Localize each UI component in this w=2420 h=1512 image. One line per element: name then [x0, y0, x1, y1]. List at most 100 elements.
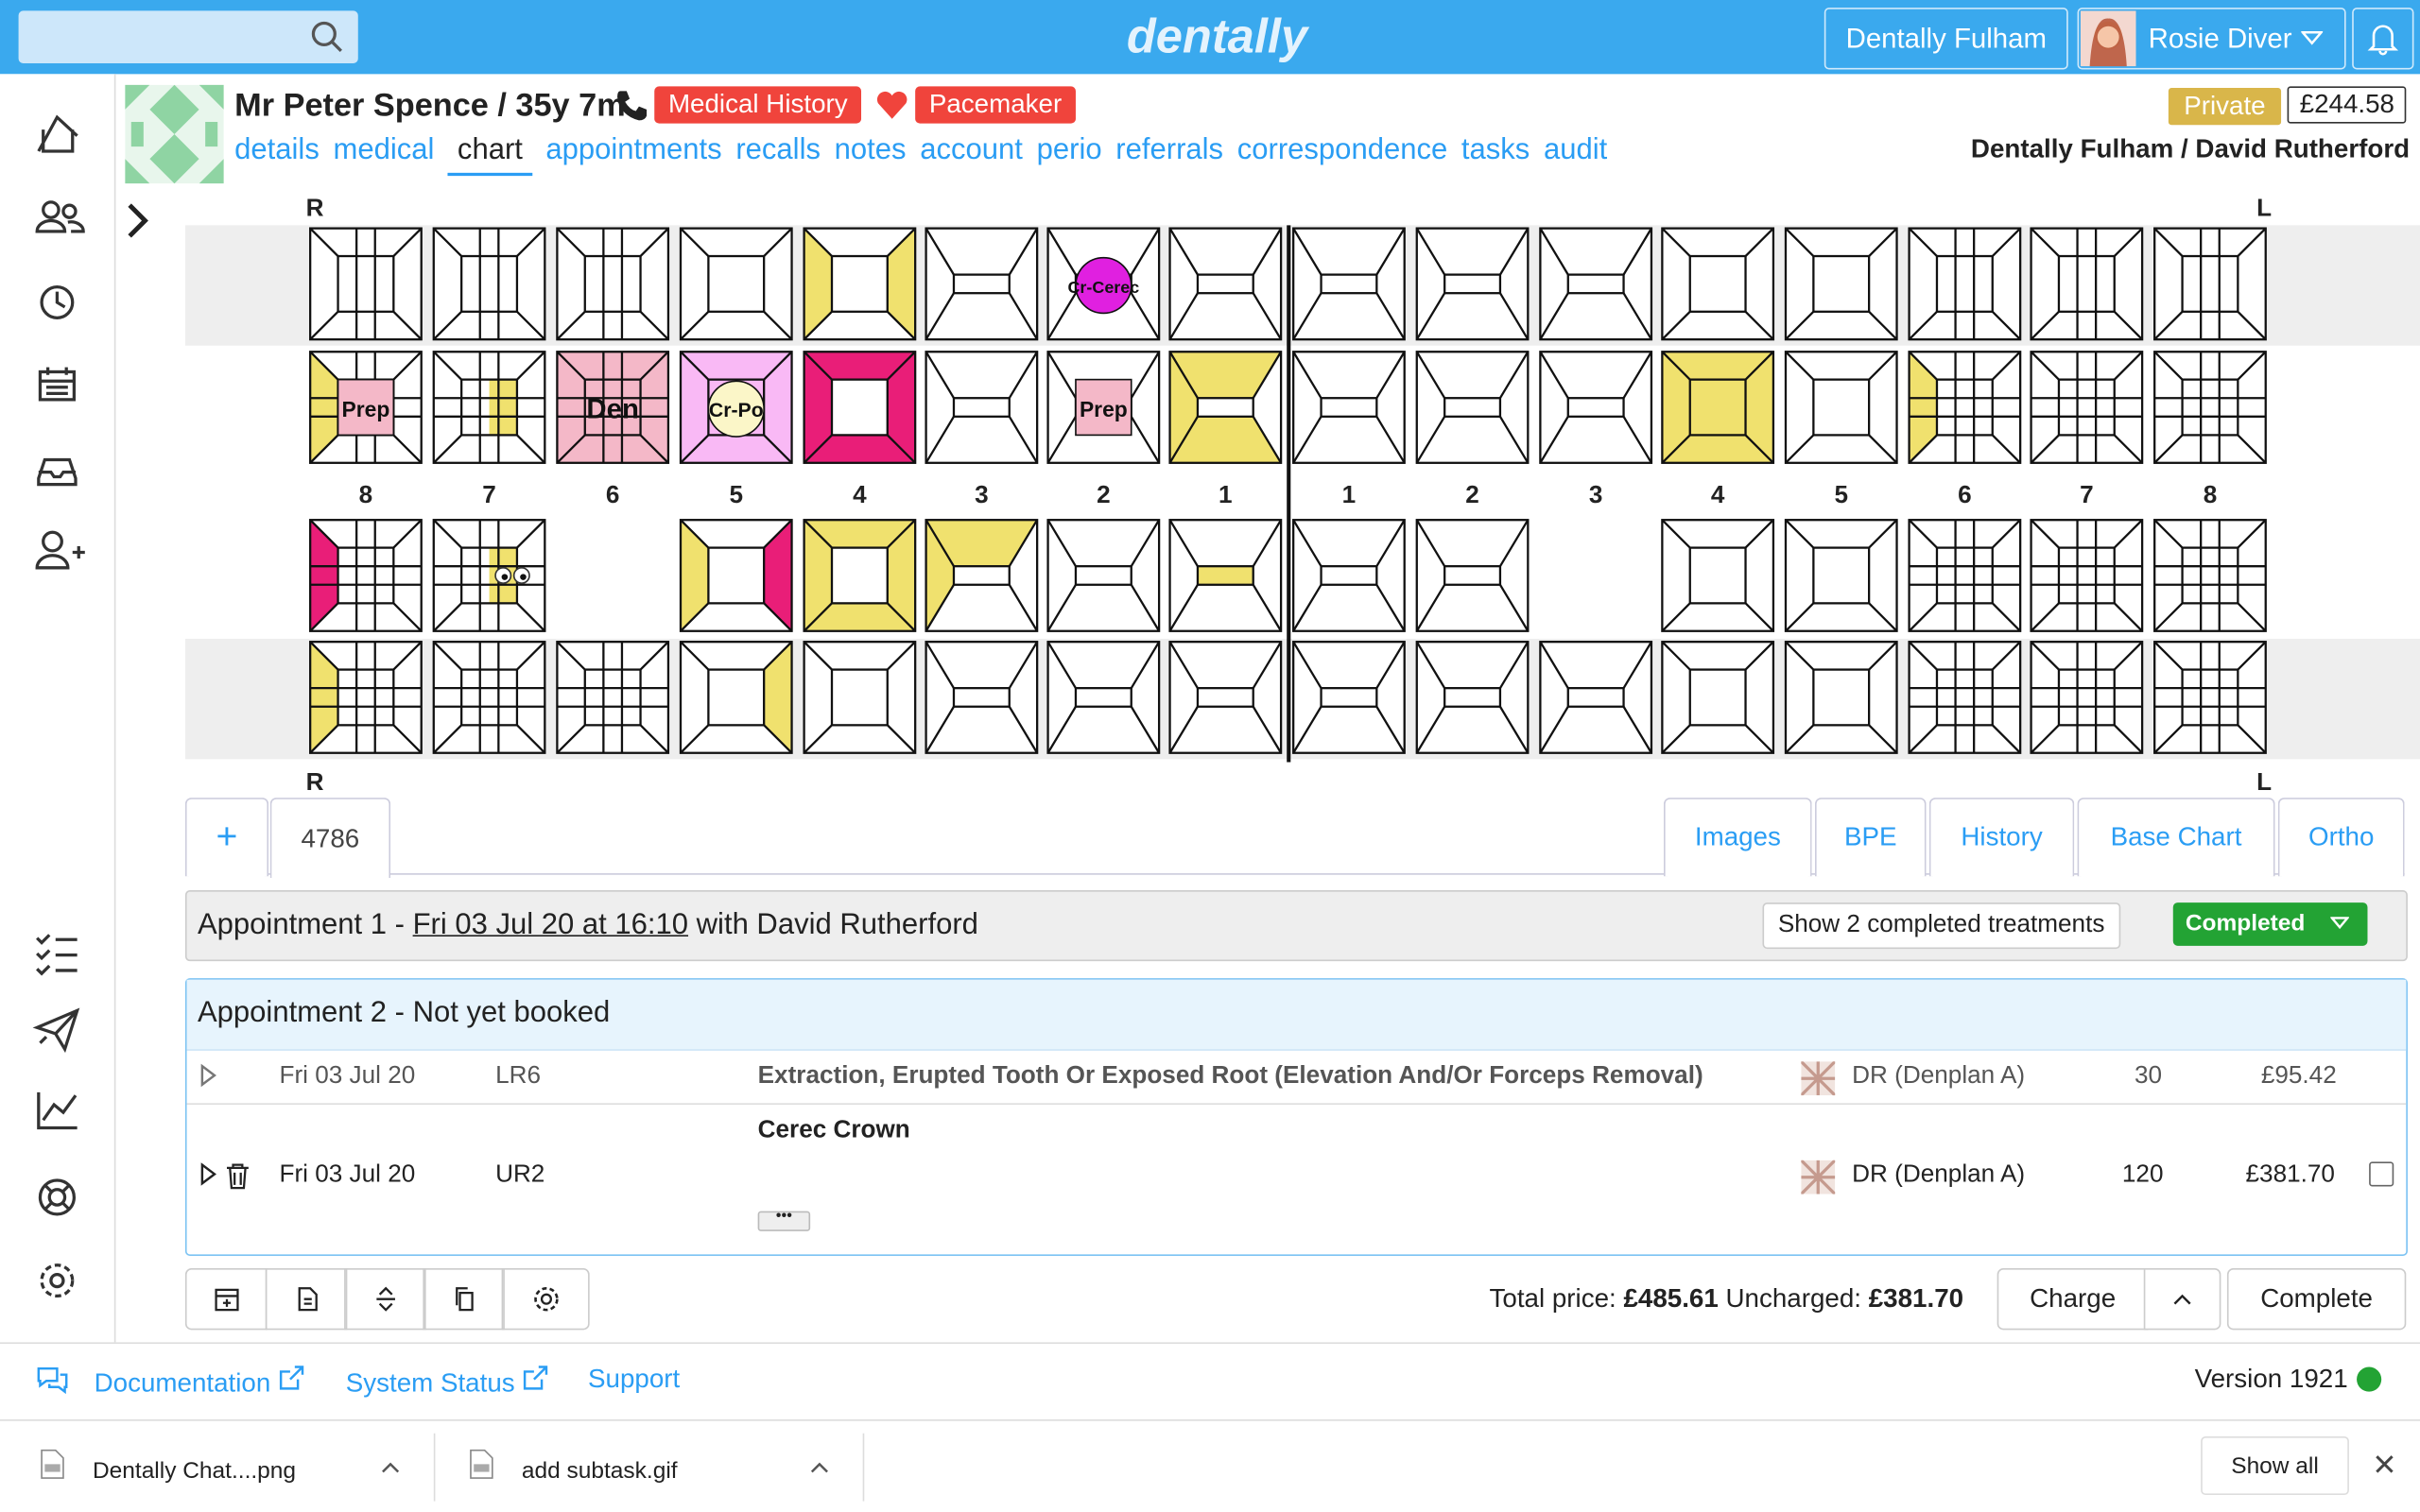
tooth[interactable]	[1784, 351, 1898, 464]
tooth[interactable]	[556, 351, 670, 464]
tooth[interactable]	[1661, 227, 1775, 341]
add-patient-icon[interactable]	[35, 530, 85, 570]
tooth[interactable]	[679, 227, 793, 341]
medical-history-badge[interactable]: Medical History	[654, 86, 862, 124]
tooth[interactable]	[2030, 351, 2144, 464]
patient-tab[interactable]: perio	[1036, 134, 1102, 167]
tooth[interactable]	[1292, 641, 1406, 754]
tooth[interactable]	[2153, 227, 2267, 341]
tooth[interactable]	[556, 227, 670, 341]
expand-icon[interactable]	[199, 1063, 218, 1088]
patient-tab[interactable]: correspondence	[1236, 134, 1448, 167]
tooth[interactable]	[1046, 641, 1161, 754]
practice-button[interactable]: Dentally Fulham	[1824, 8, 2068, 70]
tooth[interactable]	[925, 641, 1039, 754]
download-name[interactable]: add subtask.gif	[521, 1457, 678, 1485]
tooth[interactable]	[1292, 227, 1406, 341]
download-menu[interactable]	[381, 1461, 400, 1473]
charge-button[interactable]: Charge	[1996, 1268, 2149, 1331]
tooth[interactable]	[1415, 227, 1530, 341]
tooth[interactable]	[925, 227, 1039, 341]
select-checkbox[interactable]	[2369, 1161, 2394, 1187]
tooth[interactable]	[1292, 351, 1406, 464]
tooth[interactable]	[1168, 227, 1283, 341]
home-icon[interactable]	[37, 114, 78, 153]
tooth[interactable]	[1661, 351, 1775, 464]
patients-icon[interactable]	[35, 200, 85, 233]
charge-options[interactable]	[2143, 1268, 2221, 1331]
tooth[interactable]	[1661, 641, 1775, 754]
tooth[interactable]	[1784, 641, 1898, 754]
patient-tab[interactable]: tasks	[1461, 134, 1530, 167]
patient-tab[interactable]: chart	[448, 134, 532, 177]
support-link[interactable]: Support	[588, 1364, 681, 1394]
copy-tool[interactable]	[423, 1268, 505, 1331]
patient-tab[interactable]: medical	[333, 134, 435, 167]
patient-tab[interactable]: audit	[1544, 134, 1608, 167]
tooth[interactable]	[925, 519, 1039, 632]
patient-tab[interactable]: notes	[834, 134, 907, 167]
tasks-icon[interactable]	[36, 934, 78, 976]
tooth[interactable]	[309, 641, 423, 754]
inbox-icon[interactable]	[37, 457, 78, 487]
tooth[interactable]	[2030, 519, 2144, 632]
document-tool[interactable]	[265, 1268, 348, 1331]
add-course-tab[interactable]: +	[184, 798, 269, 877]
show-all-button[interactable]: Show all	[2201, 1436, 2349, 1496]
patient-tab[interactable]: referrals	[1115, 134, 1224, 167]
tooth[interactable]	[1908, 227, 2022, 341]
tooth[interactable]	[1292, 519, 1406, 632]
collapse-tool[interactable]	[344, 1268, 426, 1331]
appointment-date[interactable]: Fri 03 Jul 20 at 16:10	[412, 908, 689, 941]
tooth[interactable]	[309, 519, 423, 632]
support-icon[interactable]	[38, 1178, 76, 1216]
delete-icon[interactable]	[226, 1163, 249, 1190]
patient-tab[interactable]: details	[234, 134, 320, 167]
status-dropdown[interactable]: Completed	[2172, 902, 2368, 946]
tooth[interactable]	[1168, 351, 1283, 464]
tooth[interactable]	[1539, 351, 1653, 464]
tooth[interactable]	[1539, 227, 1653, 341]
settings-icon[interactable]	[40, 1263, 75, 1298]
tooth[interactable]	[432, 351, 546, 464]
tooth[interactable]	[1046, 519, 1161, 632]
tooth[interactable]	[556, 641, 670, 754]
tooth[interactable]	[2153, 519, 2267, 632]
reports-icon[interactable]	[37, 1091, 78, 1130]
tooth[interactable]	[309, 351, 423, 464]
view-tab[interactable]: Images	[1663, 798, 1812, 877]
tooth[interactable]	[309, 227, 423, 341]
complete-button[interactable]: Complete	[2226, 1268, 2407, 1331]
system-status-link[interactable]: System Status	[346, 1364, 550, 1400]
view-tab[interactable]: BPE	[1814, 798, 1927, 877]
tooth[interactable]	[803, 227, 917, 341]
clock-icon[interactable]	[40, 285, 75, 319]
tooth[interactable]	[803, 519, 917, 632]
tooth[interactable]	[1908, 519, 2022, 632]
tooth[interactable]	[2153, 641, 2267, 754]
tooth[interactable]	[1415, 641, 1530, 754]
tooth[interactable]	[1661, 519, 1775, 632]
calendar-tool[interactable]	[184, 1268, 268, 1331]
alert-badge[interactable]: Pacemaker	[915, 86, 1076, 124]
tooth[interactable]	[2030, 641, 2144, 754]
tooth[interactable]	[1784, 227, 1898, 341]
notifications-button[interactable]	[2352, 8, 2414, 70]
tooth[interactable]	[1415, 351, 1530, 464]
course-tab[interactable]: 4786	[269, 798, 391, 878]
settings-tool[interactable]	[501, 1268, 590, 1331]
show-completed-button[interactable]: Show 2 completed treatments	[1762, 902, 2120, 950]
download-menu[interactable]	[810, 1461, 829, 1473]
search-box[interactable]	[18, 10, 358, 63]
tooth[interactable]	[1539, 641, 1653, 754]
balance[interactable]: £244.58	[2287, 86, 2408, 124]
tooth[interactable]	[1784, 519, 1898, 632]
user-button[interactable]: Rosie Diver	[2077, 8, 2346, 70]
tooth[interactable]	[2153, 351, 2267, 464]
tooth[interactable]	[432, 641, 546, 754]
tooth[interactable]	[2030, 227, 2144, 341]
tooth[interactable]	[1908, 641, 2022, 754]
send-icon[interactable]	[32, 1007, 80, 1054]
tooth[interactable]	[925, 351, 1039, 464]
patient-tab[interactable]: recalls	[735, 134, 821, 167]
